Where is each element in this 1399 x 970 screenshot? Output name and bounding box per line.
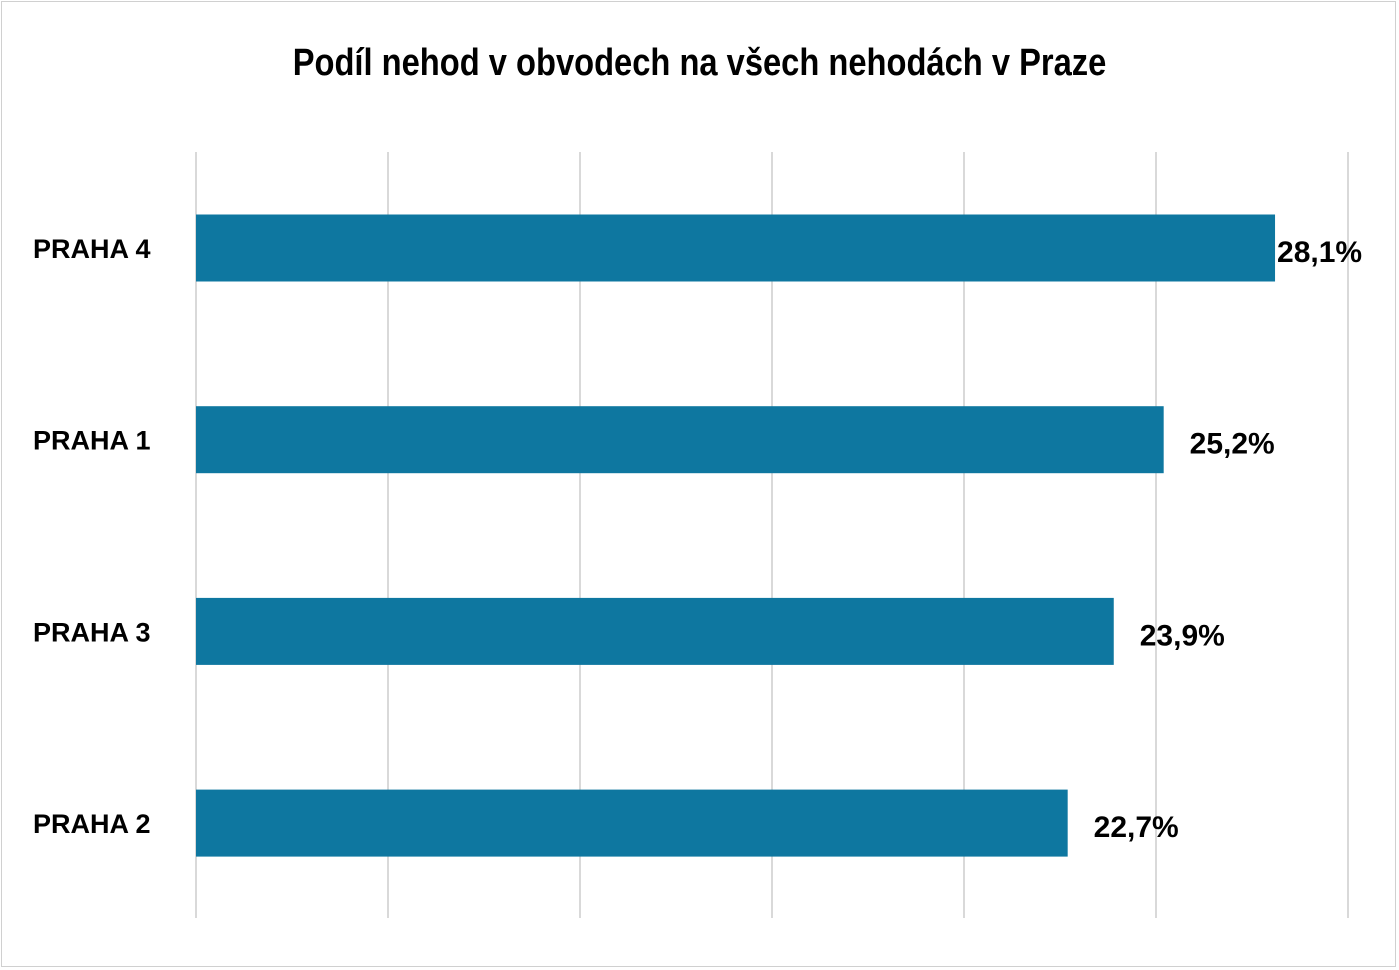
bar (196, 214, 1276, 282)
data-label: 25,2% (1190, 428, 1275, 461)
category-label: PRAHA 2 (33, 809, 151, 839)
category-label: PRAHA 1 (33, 426, 151, 456)
bar (196, 406, 1164, 474)
data-label: 22,7% (1094, 811, 1179, 844)
data-label: 28,1% (1277, 236, 1362, 269)
category-label: PRAHA 4 (33, 234, 151, 264)
bar (196, 789, 1068, 857)
chart-title: Podíl nehod v obvodech na všech nehodách… (292, 42, 1107, 84)
category-label: PRAHA 3 (33, 617, 151, 647)
bar (196, 597, 1114, 665)
data-label: 23,9% (1140, 619, 1225, 652)
